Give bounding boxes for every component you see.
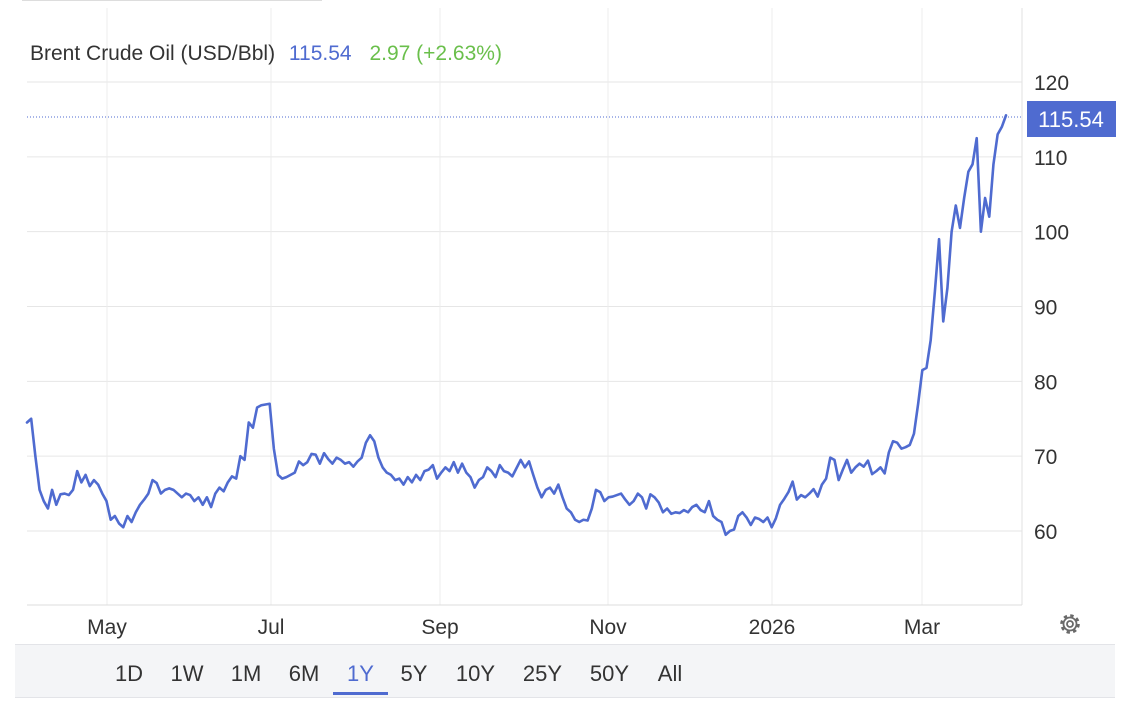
price-change: 2.97 (+2.63%) (369, 42, 502, 65)
gear-icon[interactable] (1060, 614, 1080, 634)
y-tick-label: 100 (1034, 222, 1069, 245)
range-selector: 1D 1W 1M 6M 1Y 5Y 10Y 25Y 50Y All (15, 644, 1115, 698)
last-price-label-box (1027, 101, 1116, 137)
series-layer (25, 114, 1008, 537)
y-tick-label: 80 (1034, 371, 1057, 394)
x-tick-label: Mar (904, 616, 940, 639)
range-5y-button[interactable]: 5Y (400, 661, 428, 686)
range-all-button[interactable]: All (657, 661, 683, 686)
price-chart: 60 70 80 90 100 110 120 May Jul Sep Nov 2026 Mar 115… (25, 8, 1116, 639)
y-tick-label: 90 (1034, 297, 1057, 320)
range-10y-button[interactable]: 10Y (455, 661, 496, 686)
grid (27, 8, 1023, 606)
range-1m-button[interactable]: 1M (230, 661, 262, 686)
y-tick-label: 60 (1034, 521, 1057, 544)
range-1d-button[interactable]: 1D (114, 661, 144, 686)
chart-header: Brent Crude Oil (USD/Bbl) 115.54 2.97 (+… (30, 42, 502, 65)
range-1w-button[interactable]: 1W (170, 661, 204, 686)
range-1y-button[interactable]: 1Y (333, 645, 388, 695)
y-tick-label: 110 (1034, 147, 1067, 170)
range-50y-button[interactable]: 50Y (589, 661, 630, 686)
x-tick-label: May (87, 616, 127, 639)
x-tick-label: Sep (421, 616, 458, 639)
price-series-line (25, 114, 1008, 537)
last-price-label: 115.54 (1038, 107, 1104, 132)
x-tick-label: Jul (258, 616, 285, 639)
x-tick-label: 2026 (749, 616, 796, 639)
range-6m-button[interactable]: 6M (288, 661, 320, 686)
y-tick-label: 120 (1034, 72, 1069, 95)
top-divider (22, 0, 322, 1)
range-25y-button[interactable]: 25Y (522, 661, 563, 686)
y-tick-label: 70 (1034, 446, 1057, 469)
current-price: 115.54 (289, 42, 352, 65)
instrument-name: Brent Crude Oil (USD/Bbl) (30, 42, 275, 65)
axis-labels: 60 70 80 90 100 110 120 May Jul Sep Nov 2026 Mar (87, 72, 1069, 639)
x-tick-label: Nov (589, 616, 627, 639)
